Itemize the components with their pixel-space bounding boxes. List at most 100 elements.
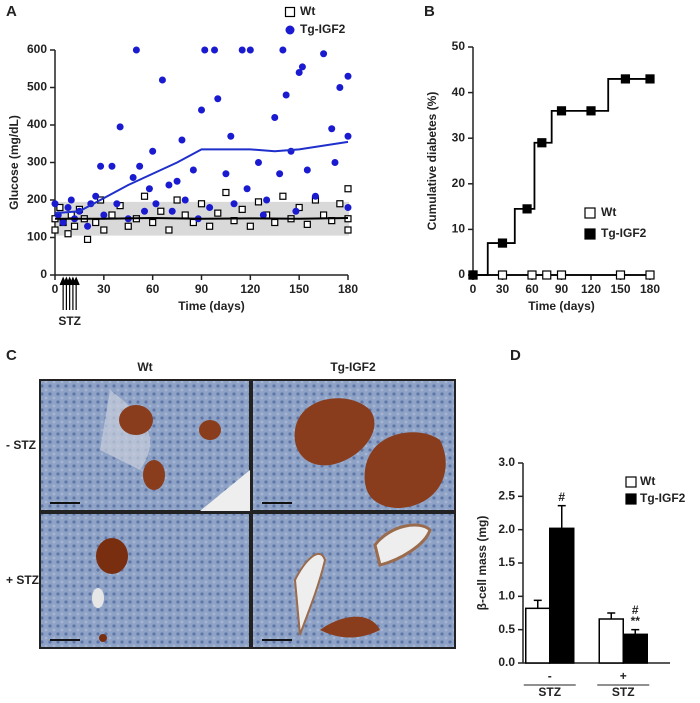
data-point (468, 270, 478, 280)
data-point (178, 136, 186, 144)
x-tick-label: 0 (470, 282, 477, 296)
data-point (97, 162, 105, 170)
y-tick-label: 3.0 (498, 455, 515, 469)
x-tick-label: 90 (195, 282, 209, 296)
legend-label: Wt (640, 474, 655, 488)
data-point (181, 211, 189, 219)
data-point (227, 132, 235, 140)
row-label: + STZ (6, 573, 39, 587)
data-point (83, 235, 92, 243)
micrographs: C Wt Tg-IGF2 - STZ + STZ (6, 347, 456, 649)
data-point (645, 74, 655, 84)
legend-label: Tg-IGF2 (640, 491, 686, 505)
bar (549, 527, 575, 664)
data-point (645, 270, 655, 280)
data-point (295, 69, 303, 76)
data-point (67, 196, 75, 204)
data-point (336, 84, 344, 91)
image (39, 512, 251, 649)
data-point (303, 220, 311, 228)
legend-label: Tg-IGF2 (300, 22, 346, 36)
column-label: Tg-IGF2 (330, 360, 376, 374)
image (39, 379, 251, 512)
data-point (149, 218, 157, 227)
y-tick-label: 0 (40, 267, 47, 281)
y-tick-label: 50 (452, 39, 466, 53)
data-point (344, 185, 352, 193)
data-point (211, 46, 219, 54)
data-point (124, 222, 132, 230)
x-tick-label: 120 (581, 282, 601, 296)
data-point (292, 207, 300, 215)
data-point (331, 159, 339, 166)
legend-marker (285, 25, 295, 35)
data-point (206, 204, 214, 211)
data-point (100, 226, 108, 234)
significance-label: ** (631, 614, 641, 628)
data-point (276, 170, 284, 178)
data-point (319, 211, 328, 219)
data-point (254, 159, 262, 166)
panel-label: C (6, 347, 17, 364)
data-point (320, 50, 328, 58)
data-point (64, 230, 72, 238)
row-label: - STZ (6, 438, 36, 452)
data-point (497, 270, 508, 280)
data-point (542, 270, 552, 280)
legend-label: Wt (300, 4, 315, 18)
x-tick-label: 0 (52, 282, 59, 296)
data-point (246, 46, 254, 54)
data-point (497, 238, 508, 248)
x-axis-label: Time (days) (528, 299, 594, 313)
y-axis-label: Cumulative diabetes (%) (425, 92, 439, 231)
data-point (214, 209, 222, 217)
data-point (620, 74, 631, 84)
data-point (282, 91, 290, 99)
x-tick-sublabel: STZ (538, 685, 561, 699)
y-tick-label: 100 (27, 230, 47, 244)
y-tick-label: 400 (27, 117, 47, 131)
x-tick-label: 150 (289, 282, 309, 296)
data-point (59, 219, 67, 226)
data-point (152, 200, 160, 208)
data-point (263, 196, 271, 204)
data-point (586, 106, 596, 116)
data-point (84, 222, 92, 230)
significance-label: # (558, 490, 565, 504)
data-point (116, 123, 124, 131)
data-point (100, 211, 108, 219)
data-point (108, 162, 116, 170)
data-point (238, 46, 246, 54)
data-point (336, 200, 344, 208)
x-tick-label: 180 (338, 282, 358, 296)
data-point (92, 192, 100, 200)
data-point (344, 226, 352, 234)
data-point (344, 204, 352, 211)
data-point (51, 226, 59, 234)
data-point (113, 200, 121, 208)
column-label: Wt (137, 360, 152, 374)
data-point (287, 147, 295, 155)
data-point (198, 106, 205, 114)
data-point (168, 207, 176, 215)
data-point (230, 200, 238, 208)
data-point (92, 218, 100, 227)
y-tick-label: 1.0 (498, 589, 515, 603)
x-tick-label: 120 (240, 282, 260, 296)
data-point (522, 204, 532, 214)
data-point (64, 204, 72, 211)
legend-marker (584, 207, 596, 219)
x-tick-label: - (548, 669, 552, 683)
data-point (527, 270, 537, 280)
legend-marker (584, 228, 596, 240)
annotation: STZ (58, 314, 81, 328)
x-tick-label: 60 (525, 282, 539, 296)
data-point (201, 46, 209, 54)
y-tick-label: 1.5 (498, 555, 515, 569)
image (251, 512, 456, 649)
data-point (70, 222, 79, 230)
data-point (271, 114, 279, 121)
mean-line (55, 216, 349, 220)
data-point (214, 95, 222, 103)
bar (622, 633, 648, 664)
